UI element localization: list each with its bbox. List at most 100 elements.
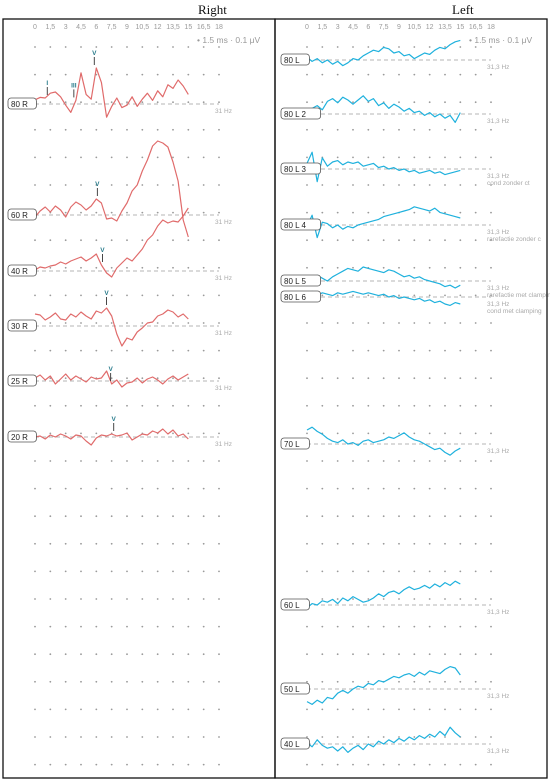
left-grid-dot (382, 349, 385, 352)
left-grid-dot (352, 73, 354, 76)
right-trace-label-box (7, 97, 37, 110)
right-grid-dot (126, 570, 128, 573)
right-grid-dot (187, 266, 190, 269)
left-grid-dot (367, 625, 370, 628)
left-grid-dot (382, 184, 385, 186)
right-grid-dot (172, 542, 174, 545)
right-grid-dot (172, 266, 174, 269)
right-x-tick-label: 0 (33, 24, 37, 31)
left-grid-dot (352, 239, 354, 242)
left-grid-dot (306, 156, 308, 159)
right-grid-dot (34, 460, 36, 462)
left-grid-dot (459, 515, 462, 518)
right-grid-dot (64, 322, 67, 324)
right-grid-dot (141, 598, 144, 600)
right-grid-dot (110, 377, 113, 380)
right-grid-dot (172, 680, 174, 683)
right-grid-dot (126, 294, 128, 297)
left-grid-dot (444, 377, 446, 380)
left-grid-dot (321, 653, 324, 656)
left-grid-dot (336, 680, 339, 683)
right-grid-dot (126, 487, 128, 490)
right-grid-dot (187, 128, 190, 131)
left-grid-dot (444, 156, 446, 159)
left-grid-dot (398, 101, 400, 104)
right-grid-dot (64, 680, 67, 683)
right-grid-dot (202, 625, 205, 628)
left-grid-dot (306, 101, 308, 104)
left-grid-dot (474, 542, 477, 545)
right-grid-dot (64, 736, 67, 738)
right-filter-label: 31 Hz (215, 385, 232, 392)
right-grid-dot (156, 515, 159, 518)
left-grid-dot (382, 460, 385, 462)
left-grid-dot (382, 515, 385, 518)
left-grid-dot (474, 460, 477, 462)
right-grid-dot (172, 46, 174, 48)
left-grid-dot (321, 322, 324, 324)
left-filter-label: 31,3 Hz (487, 118, 509, 125)
right-grid-dot (95, 680, 98, 683)
left-trace-label-box (280, 598, 310, 611)
left-grid-dot (398, 322, 400, 324)
left-grid-dot (428, 708, 431, 711)
left-grid-dot (306, 239, 308, 242)
right-grid-dot (187, 763, 190, 766)
left-grid-dot (459, 322, 462, 324)
left-grid-dot (474, 680, 477, 683)
left-grid-dot (367, 460, 370, 462)
right-grid-dot (64, 763, 67, 766)
right-grid-dot (141, 653, 144, 656)
left-grid-dot (444, 432, 446, 435)
right-grid-dot (126, 515, 128, 518)
left-grid-dot (352, 184, 354, 186)
left-grid-dot (367, 73, 370, 76)
left-grid-dot (490, 404, 492, 407)
trace-layer (34, 39, 461, 753)
left-grid-dot (474, 736, 477, 738)
right-grid-dot (172, 377, 174, 380)
right-grid-dot (95, 763, 98, 766)
left-trace-label: 80 L 4 (284, 221, 306, 230)
right-grid-dot (218, 73, 220, 76)
right-grid-dot (141, 625, 144, 628)
left-grid-dot (444, 653, 446, 656)
left-grid-dot (336, 736, 339, 738)
left-trace (306, 39, 461, 67)
right-grid-dot (156, 377, 159, 380)
right-grid-dot (156, 349, 159, 352)
left-grid-dot (398, 266, 400, 269)
left-grid-dot (336, 184, 339, 186)
left-grid-dot (382, 542, 385, 545)
left-grid-dot (444, 294, 446, 297)
right-grid-dot (172, 460, 174, 462)
left-trace-label: 40 L (284, 740, 300, 749)
right-grid-dot (34, 46, 36, 48)
right-grid-dot (49, 294, 52, 297)
left-grid-dot (306, 73, 308, 76)
right-grid-dot (218, 542, 220, 545)
right-grid-dot (172, 128, 174, 131)
left-grid-dot (490, 46, 492, 48)
right-grid-dot (202, 736, 205, 738)
right-grid-dot (34, 542, 36, 545)
left-grid-dot (428, 322, 431, 324)
right-grid-dot (110, 73, 113, 76)
left-grid-dot (382, 211, 385, 214)
right-grid-dot (126, 377, 128, 380)
right-grid-dot (141, 294, 144, 297)
right-grid-dot (172, 625, 174, 628)
right-grid-dot (156, 101, 159, 104)
left-grid-dot (306, 460, 308, 462)
left-grid-dot (459, 211, 462, 214)
right-grid-dot (49, 101, 52, 104)
left-grid-dot (428, 46, 431, 48)
left-x-tick-label: 3 (336, 24, 340, 31)
left-panel-frame (274, 18, 548, 779)
left-grid-dot (413, 101, 416, 104)
left-grid-dot (413, 46, 416, 48)
left-grid-dot (459, 625, 462, 628)
left-grid-dot (474, 156, 477, 159)
left-grid-dot (428, 101, 431, 104)
